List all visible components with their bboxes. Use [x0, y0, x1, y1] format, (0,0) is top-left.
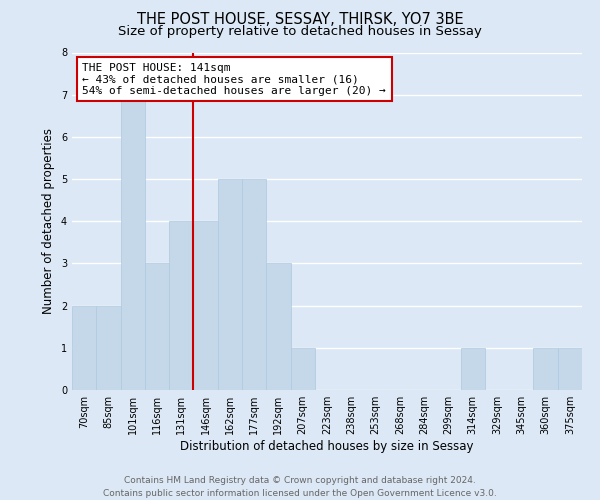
- Bar: [242, 179, 266, 390]
- Text: Contains HM Land Registry data © Crown copyright and database right 2024.
Contai: Contains HM Land Registry data © Crown c…: [103, 476, 497, 498]
- Bar: [290, 348, 315, 390]
- Bar: [533, 348, 558, 390]
- Text: Size of property relative to detached houses in Sessay: Size of property relative to detached ho…: [118, 25, 482, 38]
- Text: THE POST HOUSE, SESSAY, THIRSK, YO7 3BE: THE POST HOUSE, SESSAY, THIRSK, YO7 3BE: [137, 12, 463, 28]
- Bar: [218, 179, 242, 390]
- Bar: [96, 306, 121, 390]
- Text: THE POST HOUSE: 141sqm
← 43% of detached houses are smaller (16)
54% of semi-det: THE POST HOUSE: 141sqm ← 43% of detached…: [82, 62, 386, 96]
- Bar: [266, 264, 290, 390]
- Bar: [72, 306, 96, 390]
- Y-axis label: Number of detached properties: Number of detached properties: [43, 128, 55, 314]
- Bar: [461, 348, 485, 390]
- Bar: [145, 264, 169, 390]
- Bar: [169, 221, 193, 390]
- Bar: [121, 94, 145, 390]
- X-axis label: Distribution of detached houses by size in Sessay: Distribution of detached houses by size …: [180, 440, 474, 453]
- Bar: [193, 221, 218, 390]
- Bar: [558, 348, 582, 390]
